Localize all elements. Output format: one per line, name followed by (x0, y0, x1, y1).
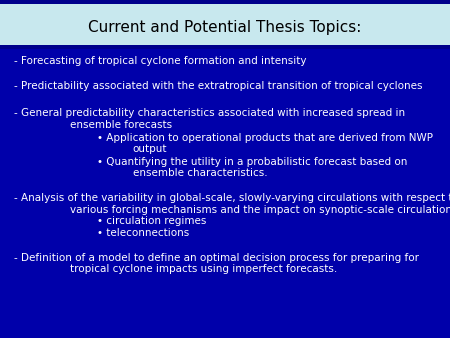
Text: tropical cyclone impacts using imperfect forecasts.: tropical cyclone impacts using imperfect… (70, 264, 337, 274)
Text: - Predictability associated with the extratropical transition of tropical cyclon: - Predictability associated with the ext… (14, 81, 422, 91)
Text: - General predictability characteristics associated with increased spread in: - General predictability characteristics… (14, 108, 405, 118)
Bar (0, 0, 450, 4)
Text: • Application to operational products that are derived from NWP: • Application to operational products th… (97, 133, 433, 143)
Text: various forcing mechanisms and the impact on synoptic-scale circulations.: various forcing mechanisms and the impac… (70, 204, 450, 215)
Text: • teleconnections: • teleconnections (97, 227, 189, 238)
Text: - Forecasting of tropical cyclone formation and intensity: - Forecasting of tropical cyclone format… (14, 56, 306, 66)
Text: - Analysis of the variability in global-scale, slowly-varying circulations with : - Analysis of the variability in global-… (14, 193, 450, 203)
Text: ensemble forecasts: ensemble forecasts (70, 120, 172, 130)
Text: • circulation regimes: • circulation regimes (97, 216, 206, 226)
Text: - Definition of a model to define an optimal decision process for preparing for: - Definition of a model to define an opt… (14, 252, 418, 263)
Bar (0, 4, 450, 45)
Text: output: output (133, 144, 167, 154)
Text: • Quantifying the utility in a probabilistic forecast based on: • Quantifying the utility in a probabili… (97, 157, 407, 167)
Bar (0, 45, 450, 49)
Text: Current and Potential Thesis Topics:: Current and Potential Thesis Topics: (88, 20, 362, 35)
Text: ensemble characteristics.: ensemble characteristics. (133, 168, 267, 178)
